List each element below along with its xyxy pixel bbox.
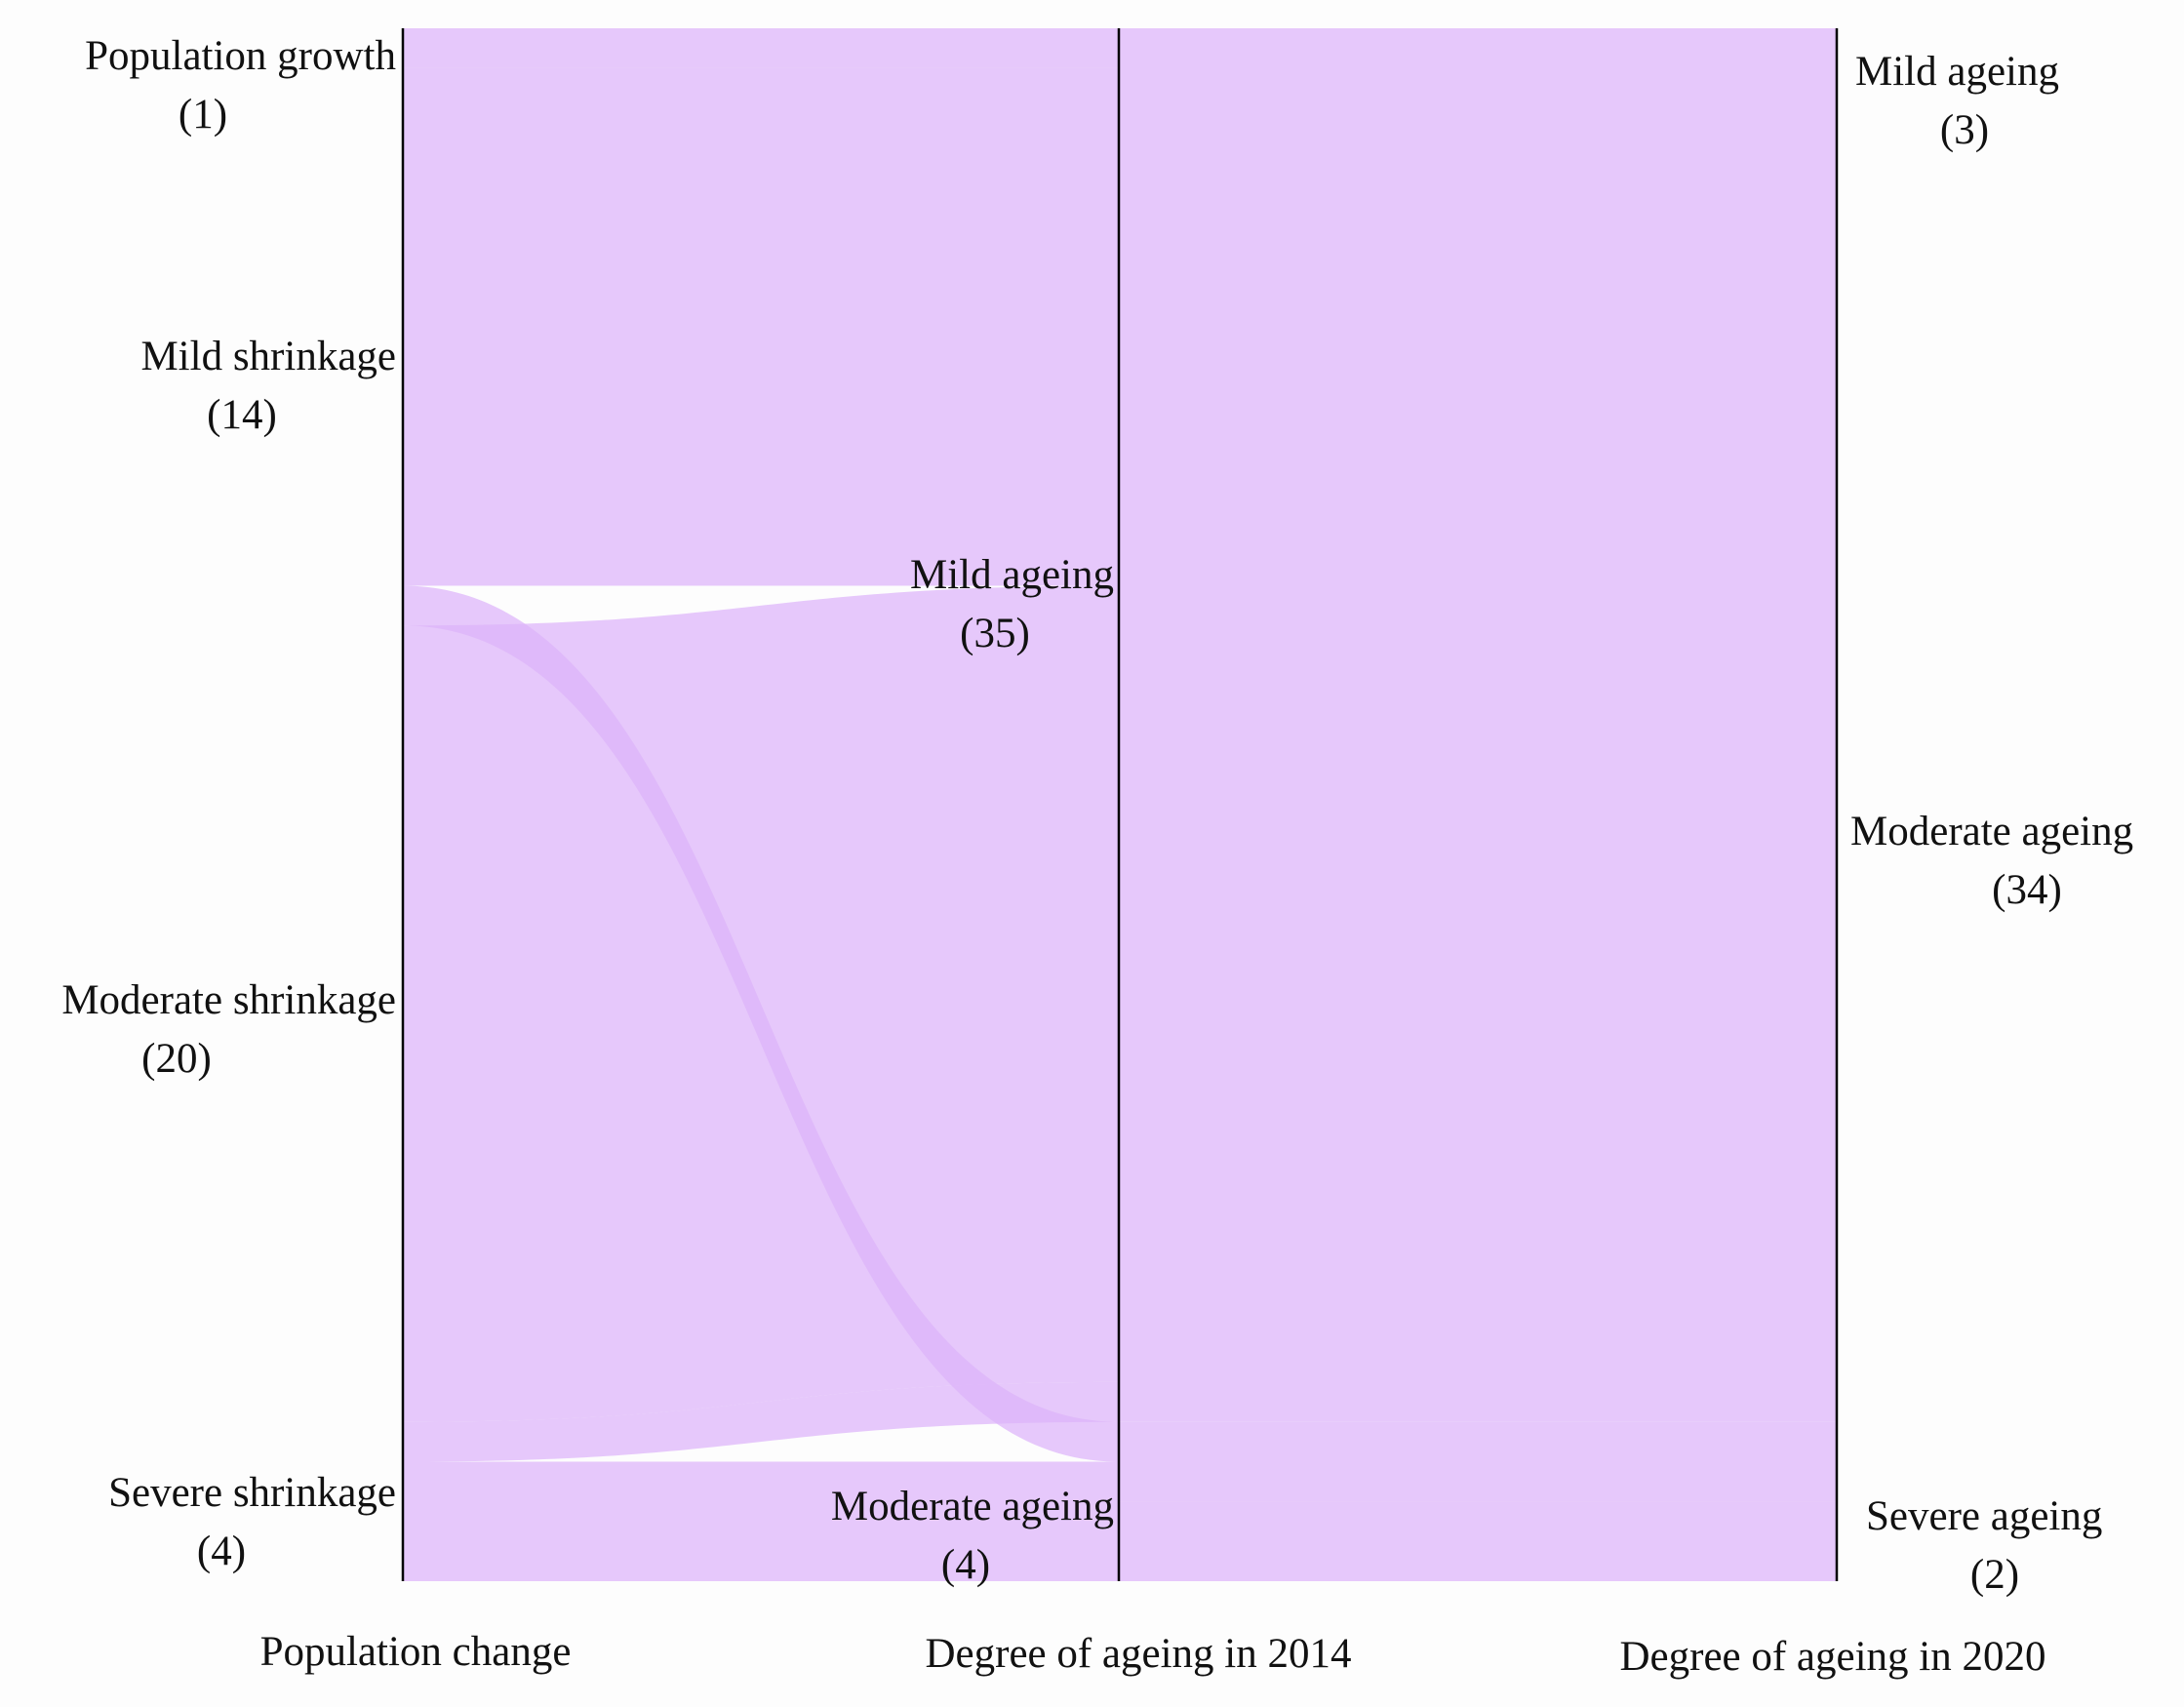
flow-mds-to-mild14 <box>403 585 1119 1422</box>
node-label-mild14: Mild ageing <box>910 552 1114 598</box>
axis-label-a14: Degree of ageing in 2014 <box>925 1631 1351 1677</box>
flow-ss-to-mod14 <box>403 1461 1119 1581</box>
node-count-mod20: (34) <box>1992 867 2062 913</box>
node-count-mild20: (3) <box>1940 107 1989 153</box>
node-count-ms: (14) <box>207 392 277 438</box>
node-count-mild14: (35) <box>960 611 1030 656</box>
flow-mod14-to-sev20 <box>1119 1501 1837 1581</box>
node-label-sev20: Severe ageing <box>1866 1493 2102 1539</box>
flow-mod14-to-mod20 <box>1119 1421 1837 1502</box>
node-count-sev20: (2) <box>1970 1552 2019 1598</box>
axis-label-a20: Degree of ageing in 2020 <box>1619 1634 2045 1680</box>
node-label-mds: Moderate shrinkage <box>61 977 396 1023</box>
node-label-mild20: Mild ageing <box>1855 49 2059 95</box>
node-count-pg: (1) <box>179 92 227 138</box>
node-label-pg: Population growth <box>85 33 396 79</box>
flow-ms-to-mild14 <box>403 67 1119 586</box>
node-count-mds: (20) <box>141 1036 212 1082</box>
node-label-ss: Severe shrinkage <box>108 1470 396 1516</box>
flow-mild14-to-mild20 <box>1119 28 1837 148</box>
label-layer: Population growth (1) Mild shrinkage (14) Mo… <box>61 33 2133 1680</box>
flow-pg-to-mild14 <box>403 28 1119 68</box>
node-label-mod14: Moderate ageing <box>831 1484 1114 1529</box>
node-count-mod14: (4) <box>941 1542 990 1588</box>
node-count-ss: (4) <box>197 1528 246 1574</box>
flow-layer <box>403 28 1837 1581</box>
flow-ss-to-mild14 <box>403 1381 1119 1462</box>
flow-mild14-to-mod20 <box>1119 147 1837 1422</box>
node-label-mod20: Moderate ageing <box>1850 809 2133 854</box>
node-label-ms: Mild shrinkage <box>140 334 396 379</box>
axis-layer <box>401 28 1839 1581</box>
axis-label-pop: Population change <box>260 1629 572 1675</box>
